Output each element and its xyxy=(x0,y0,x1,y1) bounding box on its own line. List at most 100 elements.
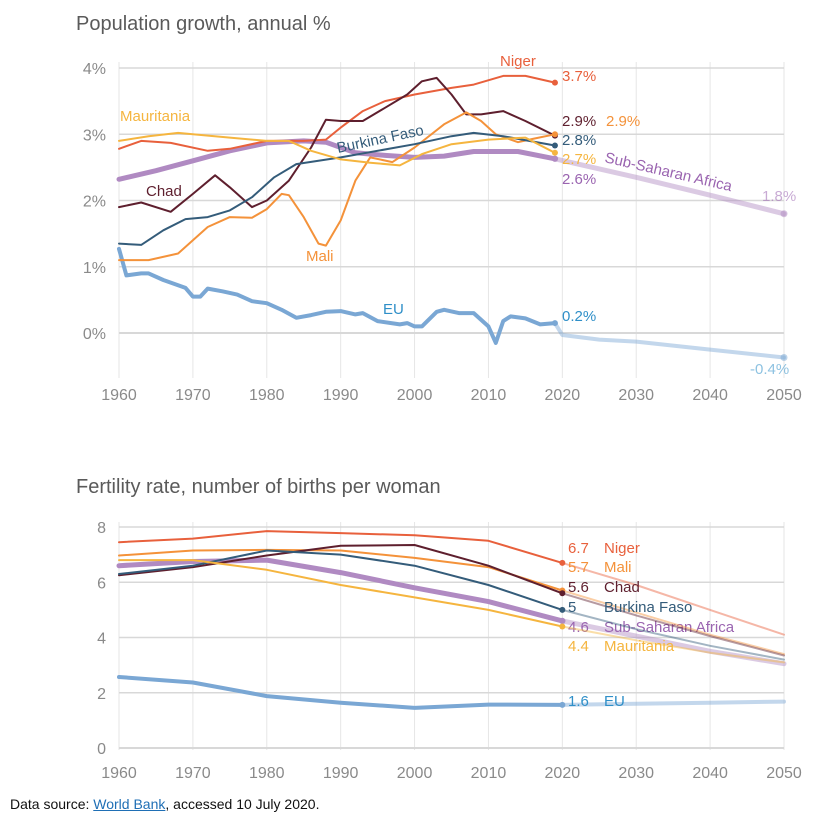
projection-line-burkina-faso xyxy=(561,608,785,661)
series-mauritania: Mauritania 2.7% xyxy=(118,108,596,168)
end-value-label-niger: 6.7 xyxy=(568,540,589,557)
x-tick-label: 1980 xyxy=(249,387,285,404)
end-point-sub-saharan-africa xyxy=(559,617,566,625)
y-tick-label: 4 xyxy=(97,631,106,648)
x-tick-label: 2010 xyxy=(471,387,507,404)
end-value-label-burkina-faso: 5 xyxy=(568,599,576,616)
line-burkina-faso xyxy=(118,131,556,246)
line-eu xyxy=(117,675,565,710)
projection-line-chad xyxy=(561,592,785,657)
series-label-mali: Mali xyxy=(604,559,632,576)
x-tick-label: 2020 xyxy=(545,765,581,782)
projection-line-niger xyxy=(561,561,785,636)
end-value-label-burkina-faso: 2.8% xyxy=(562,132,596,149)
projection-value-label-sub-saharan-africa: 1.8% xyxy=(762,188,796,205)
end-point-chad xyxy=(559,590,566,597)
line-sub-saharan-africa xyxy=(116,557,565,624)
line-eu xyxy=(117,246,557,345)
series-label-niger: Niger xyxy=(500,53,536,70)
x-tick-label: 1970 xyxy=(175,387,211,404)
y-tick-label: 8 xyxy=(97,520,106,537)
projection-value-label-eu: -0.4% xyxy=(750,361,789,378)
end-point-sub-saharan-africa xyxy=(551,155,559,162)
line-mauritania xyxy=(118,559,564,628)
series-label-chad: Chad xyxy=(604,579,640,596)
series-sub-saharan-africa: Sub-Saharan Africa 4.6 xyxy=(116,557,787,667)
projection-line-sub-saharan-africa xyxy=(552,156,787,217)
end-point-mauritania xyxy=(559,623,566,630)
footer-prefix: Data source: xyxy=(10,796,94,812)
projection-line-mauritania xyxy=(561,625,785,664)
x-tick-label: 2030 xyxy=(618,387,654,404)
line-mali xyxy=(118,111,556,262)
end-value-label-mauritania: 4.4 xyxy=(568,638,589,655)
series-chad: Chad 5.6 xyxy=(118,544,785,657)
y-tick-label: 0% xyxy=(83,326,106,343)
end-value-label-niger: 3.7% xyxy=(562,68,596,85)
x-tick-label: 1960 xyxy=(101,387,137,404)
y-tick-label: 2 xyxy=(97,686,106,703)
end-value-label-mauritania: 2.7% xyxy=(562,151,596,168)
projection-line-sub-saharan-africa xyxy=(559,618,787,667)
end-point-burkina-faso xyxy=(559,606,566,613)
end-value-label-sub-saharan-africa: 2.6% xyxy=(562,171,596,188)
series-niger: Niger 3.7% xyxy=(118,53,596,152)
end-point-niger xyxy=(551,79,558,86)
x-tick-label: 2050 xyxy=(766,765,802,782)
end-value-label-chad: 2.9% xyxy=(562,113,596,130)
series-mauritania: Mauritania 4.4 xyxy=(118,559,785,664)
x-tick-label: 2010 xyxy=(471,765,507,782)
end-value-label-mali: 5.7 xyxy=(568,559,589,576)
series-eu: EU 1.6 xyxy=(117,675,786,710)
series-label-sub-saharan-africa: Sub-Saharan Africa xyxy=(604,619,735,636)
projection-end-point-sub-saharan-africa xyxy=(780,210,788,218)
end-point-mauritania xyxy=(551,149,558,156)
series-label-mali: Mali xyxy=(306,248,334,265)
x-tick-label: 1960 xyxy=(101,765,137,782)
y-tick-label: 2% xyxy=(83,194,106,211)
series-label-burkina-faso: Burkina Faso xyxy=(604,599,692,616)
line-mauritania xyxy=(118,131,556,167)
x-tick-label: 1990 xyxy=(323,387,359,404)
x-tick-label: 2040 xyxy=(692,765,728,782)
end-value-label-chad: 5.6 xyxy=(568,579,589,596)
footer-suffix: , accessed 10 July 2020. xyxy=(165,796,320,812)
chart-title-population: Population growth, annual % xyxy=(76,13,331,35)
x-tick-label: 2050 xyxy=(766,387,802,404)
x-tick-label: 2020 xyxy=(545,387,581,404)
end-value-label-eu: 0.2% xyxy=(562,308,596,325)
line-sub-saharan-africa xyxy=(116,138,558,182)
x-tick-label: 1970 xyxy=(175,765,211,782)
end-point-mali xyxy=(551,131,558,138)
projection-line-eu xyxy=(560,699,786,707)
series-mali: Mali 2.9% xyxy=(118,111,640,265)
end-value-label-mali: 2.9% xyxy=(606,113,640,130)
series-label-chad: Chad xyxy=(146,183,182,200)
series-mali: Mali 5.7 xyxy=(118,548,785,656)
y-tick-label: 0 xyxy=(97,741,106,758)
end-value-label-sub-saharan-africa: 4.6 xyxy=(568,619,589,636)
y-tick-label: 3% xyxy=(83,127,106,144)
world-bank-link[interactable]: World Bank xyxy=(93,796,166,812)
series-burkina-faso: Burkina Faso 2.8% xyxy=(118,122,596,246)
chart-title-fertility: Fertility rate, number of births per wom… xyxy=(76,476,441,498)
series-label-niger: Niger xyxy=(604,540,640,557)
series-label-burkina-faso: Burkina Faso xyxy=(335,122,425,157)
series-label-eu: EU xyxy=(383,301,404,318)
line-burkina-faso xyxy=(118,549,564,611)
fertility-rate-chart: 1960 1970 1980 1990 2000 2010 2020 2030 2040 2050… xyxy=(97,520,802,782)
series-niger: Niger 6.7 xyxy=(118,530,785,636)
data-source-note: Data source: World Bank, accessed 10 Jul… xyxy=(10,796,319,812)
x-tick-label: 2030 xyxy=(618,765,654,782)
x-tick-label: 2040 xyxy=(692,387,728,404)
x-tick-label: 2000 xyxy=(397,387,433,404)
line-niger xyxy=(118,530,564,564)
y-tick-label: 6 xyxy=(97,575,106,592)
series-eu: EU 0.2% -0.4% xyxy=(117,246,789,378)
population-growth-chart: 1960 1970 1980 1990 2000 2010 2020 2030 2040 2050… xyxy=(83,53,802,404)
line-chad xyxy=(118,544,564,595)
line-niger xyxy=(118,74,556,152)
projection-line-eu xyxy=(552,321,786,360)
line-mali xyxy=(118,548,564,592)
series-label-mauritania: Mauritania xyxy=(120,108,191,125)
